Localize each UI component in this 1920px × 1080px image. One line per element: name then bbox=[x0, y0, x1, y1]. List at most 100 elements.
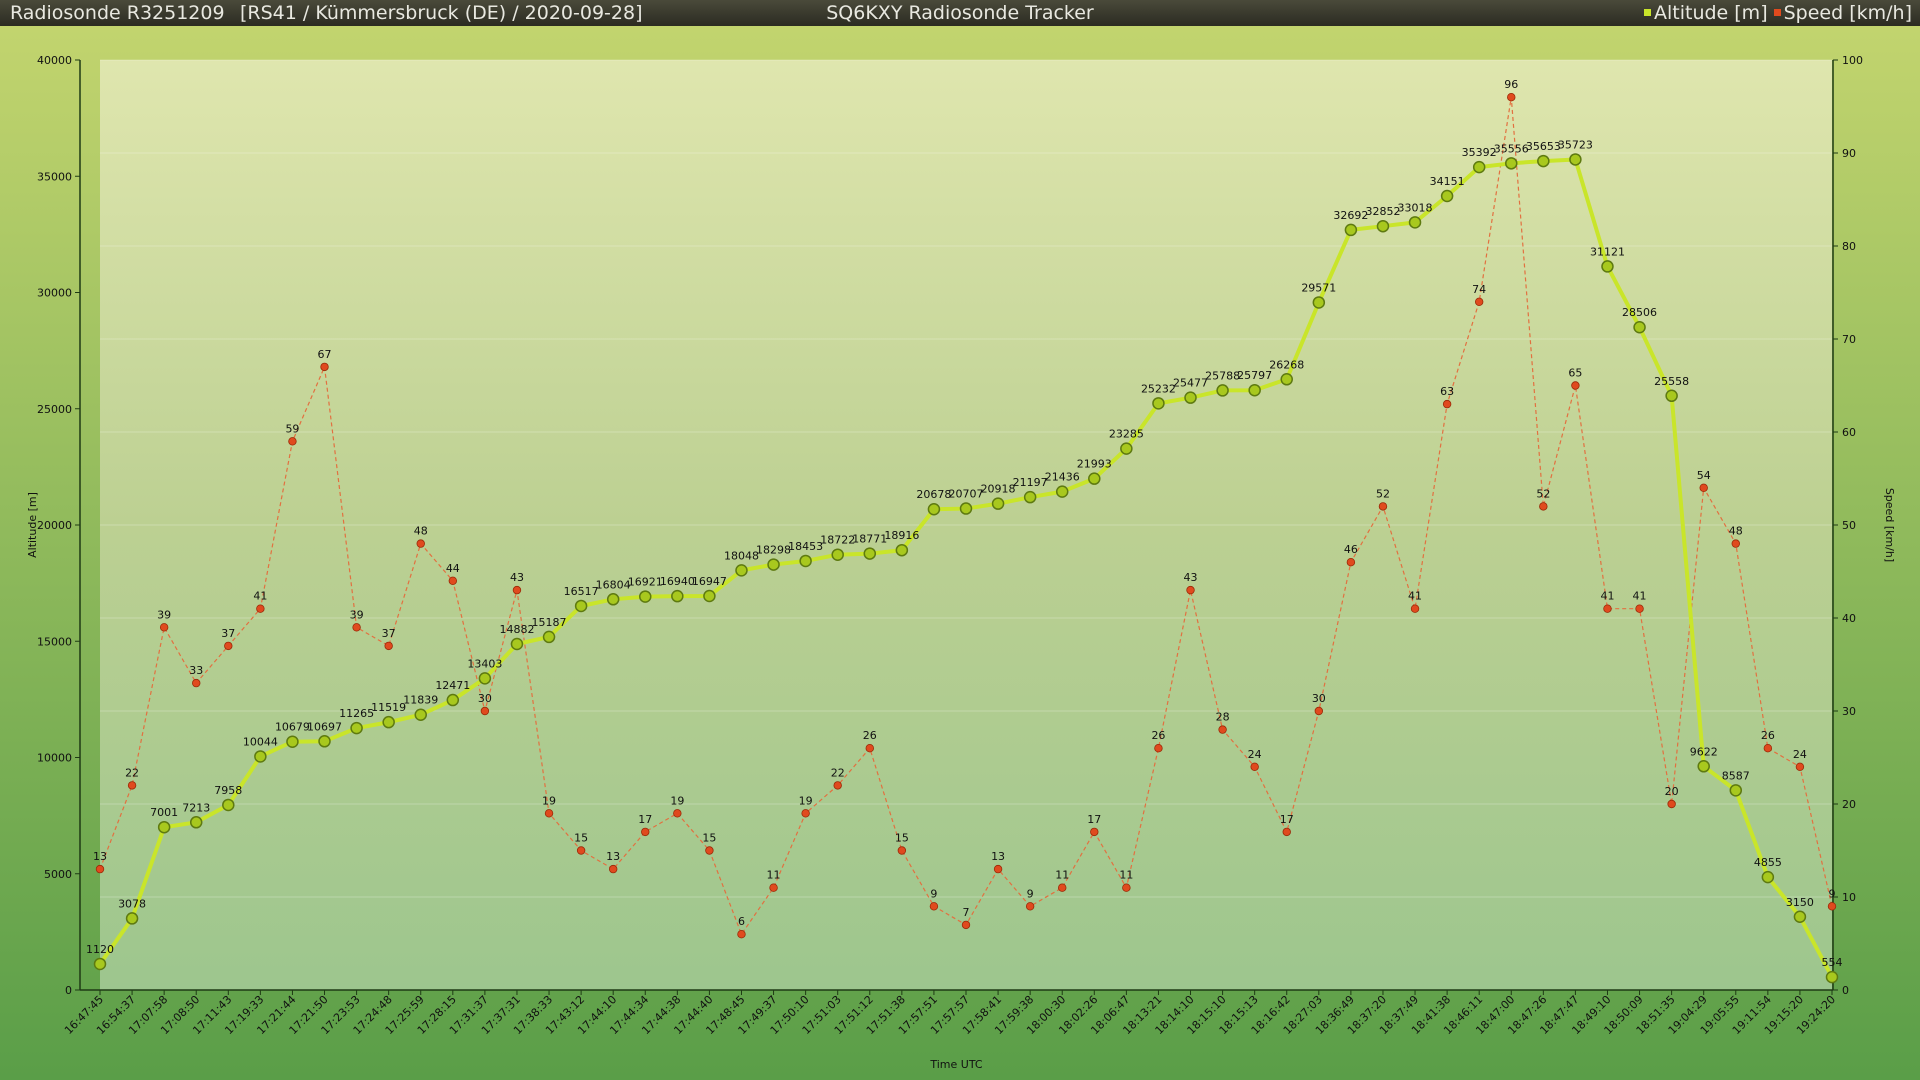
grid bbox=[100, 59, 1832, 991]
altitude-point bbox=[93, 957, 107, 971]
altitude-data-label: 25477 bbox=[1173, 377, 1208, 390]
speed-point bbox=[705, 846, 714, 855]
speed-data-label: 63 bbox=[1440, 385, 1454, 398]
speed-data-label: 13 bbox=[991, 850, 1005, 863]
altitude-data-label: 34151 bbox=[1430, 175, 1465, 188]
altitude-data-label: 21197 bbox=[1013, 476, 1048, 489]
page-title: SQ6KXY Radiosonde Tracker bbox=[826, 2, 1094, 24]
speed-data-label: 41 bbox=[1408, 590, 1422, 603]
speed-data-label: 17 bbox=[638, 813, 652, 826]
altitude-point bbox=[446, 693, 460, 707]
altitude-point bbox=[318, 735, 331, 748]
speed-data-label: 7 bbox=[963, 906, 970, 919]
altitude-data-label: 23285 bbox=[1109, 428, 1144, 441]
speed-data-label: 20 bbox=[1665, 785, 1679, 798]
speed-point bbox=[865, 744, 874, 753]
altitude-data-label: 16804 bbox=[596, 578, 631, 591]
altitude-point bbox=[927, 502, 941, 516]
y2-tick-label: 20 bbox=[1842, 798, 1856, 811]
speed-data-label: 22 bbox=[125, 766, 139, 779]
speed-point bbox=[897, 846, 907, 855]
altitude-point bbox=[1697, 760, 1710, 773]
speed-data-label: 41 bbox=[1633, 590, 1647, 603]
speed-data-label: 24 bbox=[1793, 748, 1807, 761]
altitude-point bbox=[1344, 223, 1358, 237]
legend: Altitude [m] Speed [km/h] bbox=[1638, 0, 1912, 26]
speed-point bbox=[1507, 92, 1516, 102]
speed-point bbox=[641, 827, 650, 837]
speed-data-label: 24 bbox=[1248, 748, 1262, 761]
x-axis-title: Time UTC bbox=[929, 1058, 983, 1071]
altitude-point bbox=[574, 599, 588, 613]
speed-data-label: 11 bbox=[1119, 869, 1133, 882]
speed-data-label: 19 bbox=[542, 794, 556, 807]
y-tick-label: 25000 bbox=[37, 403, 72, 416]
speed-data-label: 9 bbox=[930, 887, 937, 900]
altitude-point bbox=[350, 721, 363, 735]
speed-point bbox=[384, 641, 393, 651]
speed-point bbox=[737, 930, 746, 939]
altitude-data-label: 35723 bbox=[1558, 138, 1593, 151]
speed-point bbox=[416, 539, 425, 548]
altitude-point bbox=[1633, 320, 1646, 334]
altitude-data-label: 11265 bbox=[339, 707, 374, 720]
altitude-data-label: 18771 bbox=[852, 533, 887, 546]
altitude-point bbox=[1440, 189, 1454, 203]
speed-point bbox=[1250, 762, 1259, 771]
speed-data-label: 22 bbox=[831, 766, 845, 779]
altitude-point bbox=[1152, 397, 1165, 410]
speed-data-label: 96 bbox=[1504, 78, 1518, 91]
altitude-point bbox=[1055, 485, 1069, 498]
speed-point bbox=[1058, 883, 1067, 892]
altitude-data-label: 1120 bbox=[86, 943, 114, 956]
speed-point bbox=[1154, 744, 1163, 753]
speed-data-label: 19 bbox=[670, 794, 684, 807]
axes bbox=[75, 59, 1838, 995]
altitude-data-label: 16947 bbox=[692, 575, 727, 588]
altitude-data-label: 8587 bbox=[1722, 769, 1750, 782]
speed-data-label: 43 bbox=[1184, 571, 1198, 584]
y2-tick-label: 0 bbox=[1842, 984, 1849, 997]
altitude-data-label: 18453 bbox=[788, 540, 823, 553]
altitude-point bbox=[222, 798, 235, 812]
altitude-point bbox=[831, 548, 844, 561]
speed-point bbox=[352, 623, 361, 632]
altitude-point bbox=[1537, 154, 1550, 168]
y-axis-title: Altitude [m] bbox=[26, 492, 39, 558]
altitude-point bbox=[1825, 970, 1839, 984]
altitude-point bbox=[542, 630, 556, 644]
speed-point bbox=[929, 902, 939, 911]
speed-point bbox=[1763, 744, 1773, 753]
y2-tick-label: 30 bbox=[1842, 705, 1856, 718]
altitude-point bbox=[1505, 157, 1518, 170]
speed-point bbox=[1346, 558, 1356, 567]
y-tick-label: 5000 bbox=[44, 868, 72, 881]
y-tick-label: 40000 bbox=[37, 54, 72, 67]
y2-tick-label: 10 bbox=[1842, 891, 1856, 904]
plot-area bbox=[100, 60, 1832, 990]
y-tick-label: 20000 bbox=[37, 519, 72, 532]
altitude-data-label: 16940 bbox=[660, 575, 695, 588]
speed-data-label: 48 bbox=[1729, 525, 1743, 538]
speed-point bbox=[608, 864, 618, 874]
altitude-data-label: 32852 bbox=[1365, 205, 1400, 218]
altitude-data-label: 20707 bbox=[949, 488, 984, 501]
speed-point bbox=[448, 576, 458, 585]
speed-data-label: 26 bbox=[1761, 729, 1775, 742]
speed-point bbox=[1699, 483, 1708, 492]
speed-point bbox=[192, 678, 201, 688]
speed-point bbox=[127, 781, 137, 790]
speed-data-label: 9 bbox=[1829, 887, 1836, 900]
y-tick-label: 10000 bbox=[37, 752, 72, 765]
altitude-data-label: 10679 bbox=[275, 721, 310, 734]
speed-point bbox=[1603, 604, 1612, 613]
speed-point bbox=[159, 623, 169, 632]
altitude-point bbox=[1312, 296, 1326, 309]
speed-point bbox=[993, 864, 1003, 874]
speed-point bbox=[1795, 762, 1805, 771]
altitude-point bbox=[703, 589, 716, 603]
altitude-point bbox=[1280, 373, 1293, 386]
speed-data-label: 54 bbox=[1697, 469, 1711, 482]
altitude-point bbox=[157, 820, 171, 834]
